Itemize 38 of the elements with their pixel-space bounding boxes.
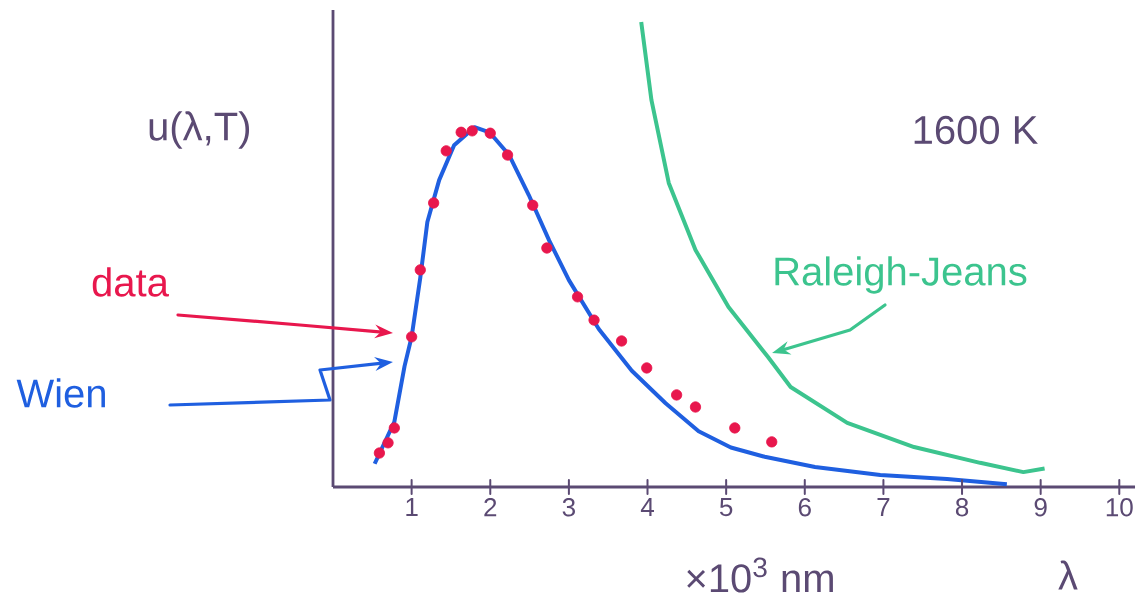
text: Wien — [16, 378, 105, 408]
point — [440, 145, 452, 157]
x-axis-title: ×10$^{3}$ nm — [687, 557, 833, 593]
point — [615, 335, 628, 347]
point — [414, 264, 426, 276]
x-tick-label: 2 — [484, 498, 497, 517]
point — [455, 126, 467, 138]
point — [388, 422, 400, 434]
point — [484, 127, 496, 139]
text: λ — [1058, 560, 1078, 590]
point — [373, 447, 385, 459]
x-tick-label: 7 — [877, 498, 890, 516]
x-tick-label: 10 — [1106, 498, 1133, 517]
point — [671, 389, 683, 401]
point — [571, 291, 584, 303]
x-tick-label: 6 — [798, 498, 811, 517]
series-label: Raleigh-Jeans — [775, 256, 1027, 294]
point — [527, 199, 539, 211]
y-axis-title: u(λ,T) — [149, 111, 250, 149]
point — [641, 362, 653, 374]
x-tick-label: 8 — [955, 498, 969, 517]
point — [428, 197, 440, 209]
point — [541, 242, 553, 254]
x-tick-label: 4 — [640, 498, 654, 516]
x-tick-label: 9 — [1034, 498, 1047, 517]
text: data — [92, 267, 169, 297]
point — [729, 422, 741, 434]
point — [382, 437, 394, 449]
x-tick-label: 1 — [406, 498, 418, 516]
annotation: 1600 K — [914, 115, 1038, 145]
x-tick-label: 5 — [719, 498, 733, 517]
point — [501, 149, 514, 161]
point — [466, 125, 478, 137]
x-tick-label: 3 — [562, 498, 575, 517]
point — [588, 314, 600, 326]
point — [766, 436, 778, 448]
point — [406, 331, 418, 343]
point — [689, 401, 702, 413]
